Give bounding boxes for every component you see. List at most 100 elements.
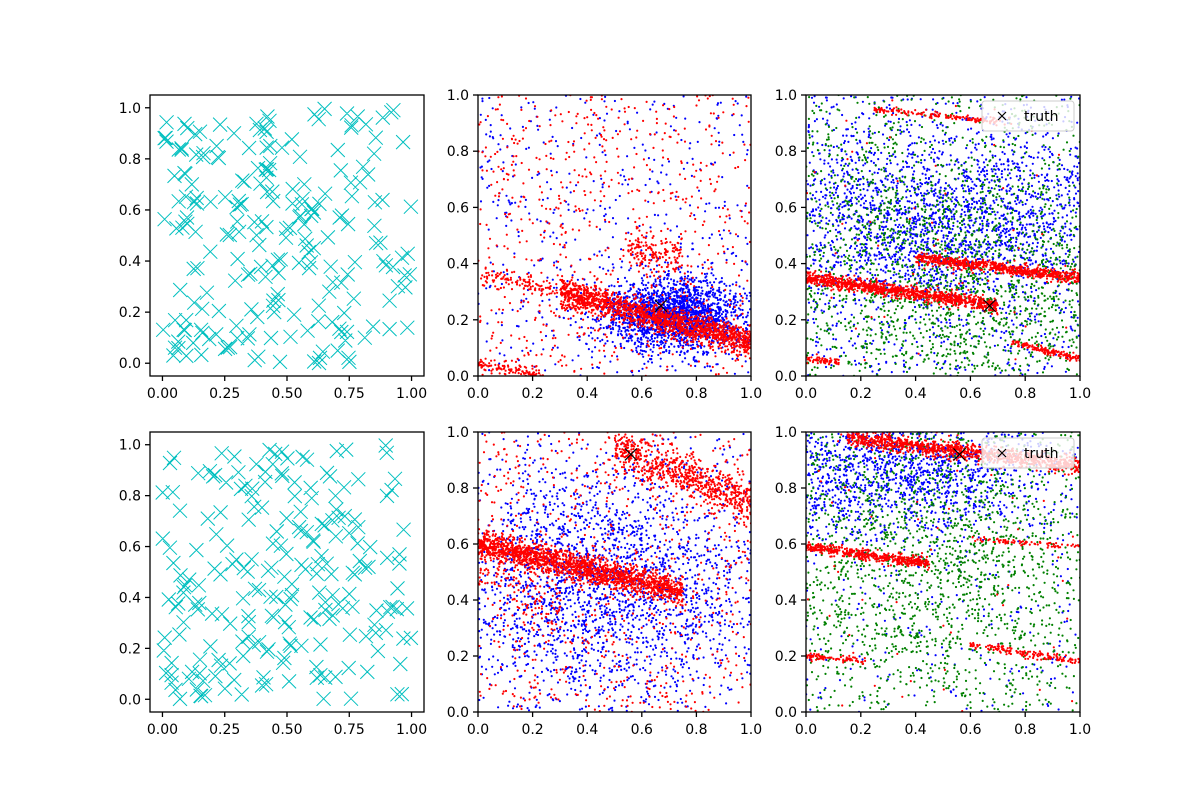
y-tick-label: 0.8 [775, 481, 797, 497]
y-tick-label: 1.0 [447, 425, 469, 441]
y-tick-label: 0.2 [775, 313, 797, 329]
x-tick-label: 0.0 [467, 386, 489, 402]
x-tick-label: 0.8 [685, 386, 707, 402]
x-tick-label: 1.0 [1069, 386, 1091, 402]
y-tick-label: 0.0 [447, 705, 469, 721]
x-tick-label: 0.4 [576, 722, 598, 738]
x-tick-label: 0.6 [959, 386, 981, 402]
subplot-bottom-middle: 0.0 0.2 0.4 0.6 0.8 1.0 0.0 0.2 0.4 0.6 0.8 1.0 [447, 425, 762, 738]
y-tick-label: 0.8 [447, 144, 469, 160]
x-tick-label: 0.75 [334, 386, 365, 402]
y-tick-label: 0.6 [775, 537, 797, 553]
y-tick-label: 0.0 [119, 356, 141, 372]
y-tick-label: 0.0 [119, 692, 141, 708]
x-tick-label: 0.0 [467, 722, 489, 738]
y-tick-label: 0.6 [775, 200, 797, 216]
x-tick-label: 1.00 [396, 386, 427, 402]
plot-area [806, 432, 1080, 712]
axes-frame [805, 431, 1081, 713]
scatter-x-markers [155, 438, 419, 707]
y-tick-label: 0.6 [447, 200, 469, 216]
plot-area [478, 95, 751, 376]
series-red [478, 95, 751, 376]
y-tick-label: 1.0 [119, 438, 141, 454]
legend-truth-icon [997, 111, 1007, 121]
subplot-top-left: 0.00 0.25 0.50 0.75 1.00 0.0 0.2 0.4 0.6 0.8 1.0 [119, 94, 427, 402]
legend-label: truth [1024, 109, 1058, 125]
y-tick-label: 0.6 [447, 537, 469, 553]
plot-area [806, 95, 1080, 376]
y-tick-label: 0.8 [447, 481, 469, 497]
x-tick-label: 0.00 [147, 386, 178, 402]
x-tick-label: 0.8 [1014, 386, 1036, 402]
subplot-bottom-right: 0.0 0.2 0.4 0.6 0.8 1.0 0.0 0.2 0.4 0.6 0.8 1.0 trut… [775, 425, 1091, 738]
x-tick-label: 0.8 [1014, 722, 1036, 738]
x-tick-label: 0.4 [904, 722, 926, 738]
y-tick-label: 0.4 [447, 593, 469, 609]
subplot-top-middle: 0.0 0.2 0.4 0.6 0.8 1.0 0.0 0.2 0.4 0.6 0.8 1.0 [447, 88, 762, 402]
y-tick-label: 0.6 [119, 540, 141, 556]
subplot-bottom-left: 0.00 0.25 0.50 0.75 1.00 0.0 0.2 0.4 0.6 0.8 1.0 [119, 431, 427, 738]
x-tick-label: 0.6 [631, 386, 653, 402]
x-tick-label: 0.4 [576, 386, 598, 402]
x-tick-label: 0.00 [147, 722, 178, 738]
series-red [806, 432, 1080, 712]
legend: truth [981, 100, 1075, 132]
subplot-top-right: 0.0 0.2 0.4 0.6 0.8 1.0 0.0 0.2 0.4 0.6 0.8 1.0 trut… [775, 88, 1091, 402]
y-tick-label: 1.0 [775, 425, 797, 441]
series-red [806, 99, 1080, 376]
x-tick-label: 0.6 [631, 722, 653, 738]
x-tick-label: 0.2 [521, 386, 543, 402]
y-tick-label: 0.2 [775, 649, 797, 665]
y-tick-label: 0.8 [119, 489, 141, 505]
scatter-x-markers [155, 101, 419, 371]
x-tick-label: 1.0 [1069, 722, 1091, 738]
truth-marker [624, 447, 638, 461]
y-tick-label: 0.8 [775, 144, 797, 160]
x-tick-label: 0.25 [209, 722, 240, 738]
axes-frame [477, 94, 752, 377]
legend-box [981, 100, 1075, 132]
y-tick-label: 1.0 [119, 101, 141, 117]
legend-label: truth [1024, 446, 1058, 462]
x-tick-label: 0.6 [959, 722, 981, 738]
x-tick-label: 0.4 [904, 386, 926, 402]
y-tick-label: 0.0 [447, 369, 469, 385]
y-tick-label: 0.4 [775, 593, 797, 609]
y-tick-label: 1.0 [447, 88, 469, 104]
y-tick-label: 0.2 [447, 649, 469, 665]
legend-truth-icon [997, 448, 1007, 458]
legend-box [981, 437, 1075, 469]
x-tick-label: 0.0 [795, 722, 817, 738]
y-tick-label: 0.2 [119, 641, 141, 657]
x-tick-label: 0.75 [334, 722, 365, 738]
y-tick-label: 0.2 [447, 313, 469, 329]
y-tick-label: 0.0 [775, 369, 797, 385]
x-tick-label: 1.0 [740, 722, 762, 738]
plot-area [155, 101, 419, 371]
axes-frame [477, 431, 752, 713]
y-tick-label: 0.4 [775, 257, 797, 273]
x-tick-label: 1.0 [740, 386, 762, 402]
y-tick-label: 0.8 [119, 152, 141, 168]
y-tick-label: 0.4 [119, 590, 141, 606]
series-green [806, 95, 1080, 376]
y-tick-label: 1.0 [775, 88, 797, 104]
x-tick-label: 0.0 [795, 386, 817, 402]
x-tick-label: 0.8 [685, 722, 707, 738]
x-tick-label: 0.50 [271, 722, 302, 738]
x-tick-label: 0.2 [521, 722, 543, 738]
plot-area [155, 438, 419, 707]
truth-marker [953, 447, 966, 461]
truth-marker [654, 299, 668, 313]
series-blue [478, 432, 751, 712]
series-red [478, 432, 751, 712]
truth-marker [983, 299, 997, 313]
plot-area [478, 432, 751, 712]
x-tick-label: 1.00 [396, 722, 427, 738]
x-tick-label: 0.2 [850, 386, 872, 402]
x-tick-label: 0.2 [850, 722, 872, 738]
legend: truth [981, 437, 1075, 469]
axes-frame [805, 94, 1081, 377]
